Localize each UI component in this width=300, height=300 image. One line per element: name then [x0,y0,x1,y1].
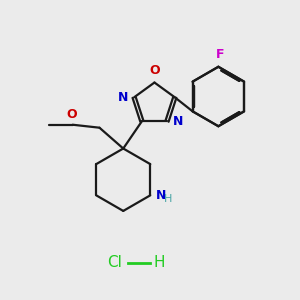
Text: O: O [66,108,76,121]
Text: O: O [149,64,160,77]
Text: N: N [156,189,166,202]
Text: F: F [216,48,224,62]
Text: Cl: Cl [107,255,122,270]
Text: N: N [173,115,183,128]
Text: H: H [153,255,165,270]
Text: H: H [164,194,172,204]
Text: N: N [118,91,128,104]
